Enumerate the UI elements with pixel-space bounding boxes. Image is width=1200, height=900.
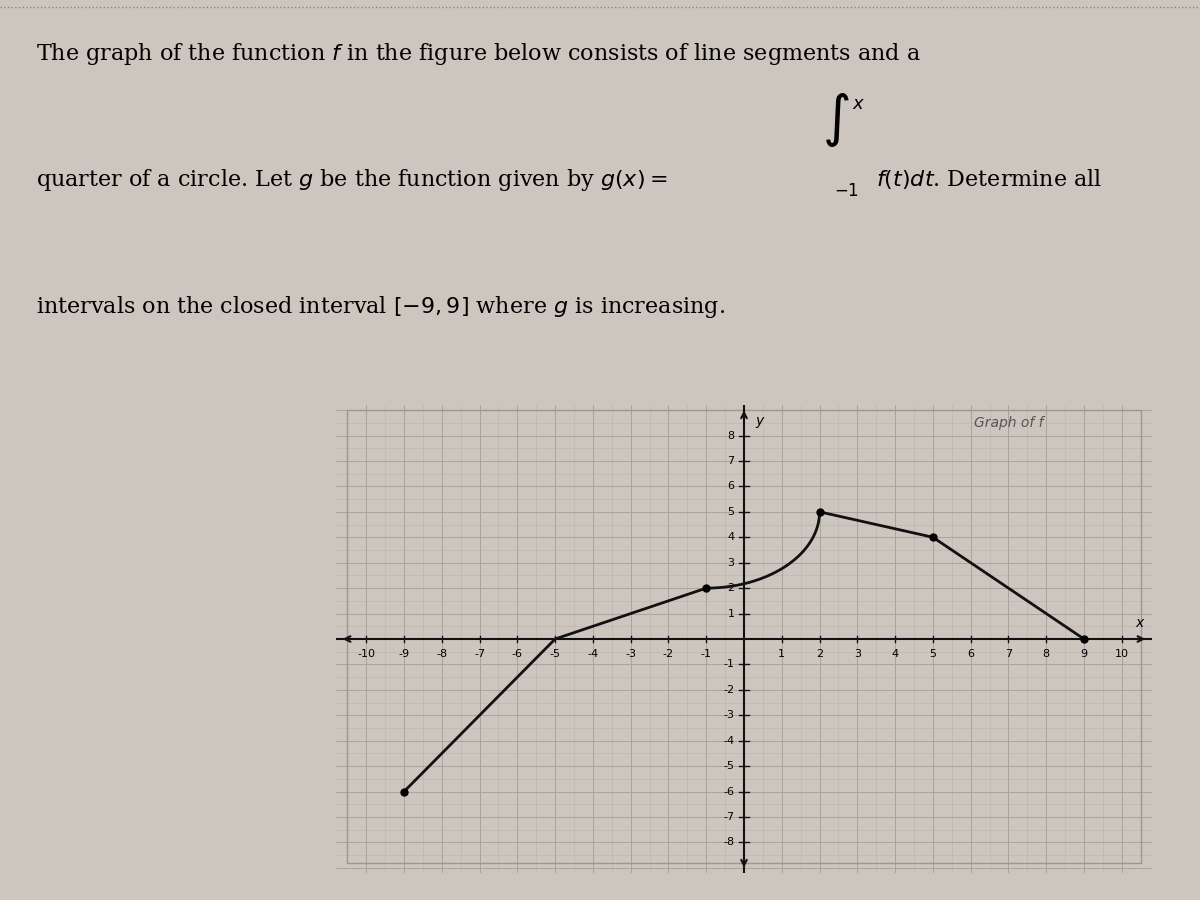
Text: 1: 1 bbox=[779, 649, 785, 659]
Text: -10: -10 bbox=[358, 649, 376, 659]
Text: -1: -1 bbox=[701, 649, 712, 659]
Text: 4: 4 bbox=[892, 649, 899, 659]
Text: $\int$: $\int$ bbox=[822, 91, 850, 148]
Text: -5: -5 bbox=[550, 649, 560, 659]
Text: $-1$: $-1$ bbox=[834, 183, 859, 200]
Text: 7: 7 bbox=[727, 456, 734, 466]
Text: 6: 6 bbox=[727, 482, 734, 491]
Text: -5: -5 bbox=[724, 761, 734, 771]
Text: -8: -8 bbox=[437, 649, 448, 659]
Text: -2: -2 bbox=[662, 649, 674, 659]
Text: -9: -9 bbox=[398, 649, 409, 659]
Text: -4: -4 bbox=[587, 649, 599, 659]
Text: $x$: $x$ bbox=[1135, 616, 1146, 630]
Text: 9: 9 bbox=[1080, 649, 1087, 659]
Text: 5: 5 bbox=[727, 507, 734, 517]
Text: 3: 3 bbox=[727, 558, 734, 568]
Text: 8: 8 bbox=[727, 430, 734, 440]
Text: -7: -7 bbox=[724, 812, 734, 822]
Text: quarter of a circle. Let $g$ be the function given by $g(x) =$: quarter of a circle. Let $g$ be the func… bbox=[36, 167, 667, 194]
Text: -1: -1 bbox=[724, 660, 734, 670]
Text: -7: -7 bbox=[474, 649, 485, 659]
Text: 1: 1 bbox=[727, 608, 734, 618]
Text: 5: 5 bbox=[929, 649, 936, 659]
Text: 6: 6 bbox=[967, 649, 974, 659]
Text: $y$: $y$ bbox=[755, 415, 766, 430]
Text: -2: -2 bbox=[724, 685, 734, 695]
Text: $f(t)dt$. Determine all: $f(t)dt$. Determine all bbox=[876, 167, 1103, 192]
Text: $x$: $x$ bbox=[852, 95, 865, 113]
Text: 10: 10 bbox=[1115, 649, 1129, 659]
Text: -3: -3 bbox=[625, 649, 636, 659]
Text: 3: 3 bbox=[854, 649, 860, 659]
Text: 7: 7 bbox=[1004, 649, 1012, 659]
Text: -4: -4 bbox=[724, 735, 734, 746]
Text: The graph of the function $f$ in the figure below consists of line segments and : The graph of the function $f$ in the fig… bbox=[36, 40, 920, 67]
Text: -8: -8 bbox=[724, 838, 734, 848]
Text: 2: 2 bbox=[816, 649, 823, 659]
Text: intervals on the closed interval $[-9, 9]$ where $g$ is increasing.: intervals on the closed interval $[-9, 9… bbox=[36, 294, 725, 320]
Text: 4: 4 bbox=[727, 532, 734, 543]
Text: 2: 2 bbox=[727, 583, 734, 593]
Text: -3: -3 bbox=[724, 710, 734, 720]
Text: Graph of f: Graph of f bbox=[973, 416, 1043, 430]
Text: -6: -6 bbox=[724, 787, 734, 796]
Text: -6: -6 bbox=[512, 649, 523, 659]
Text: 8: 8 bbox=[1043, 649, 1050, 659]
